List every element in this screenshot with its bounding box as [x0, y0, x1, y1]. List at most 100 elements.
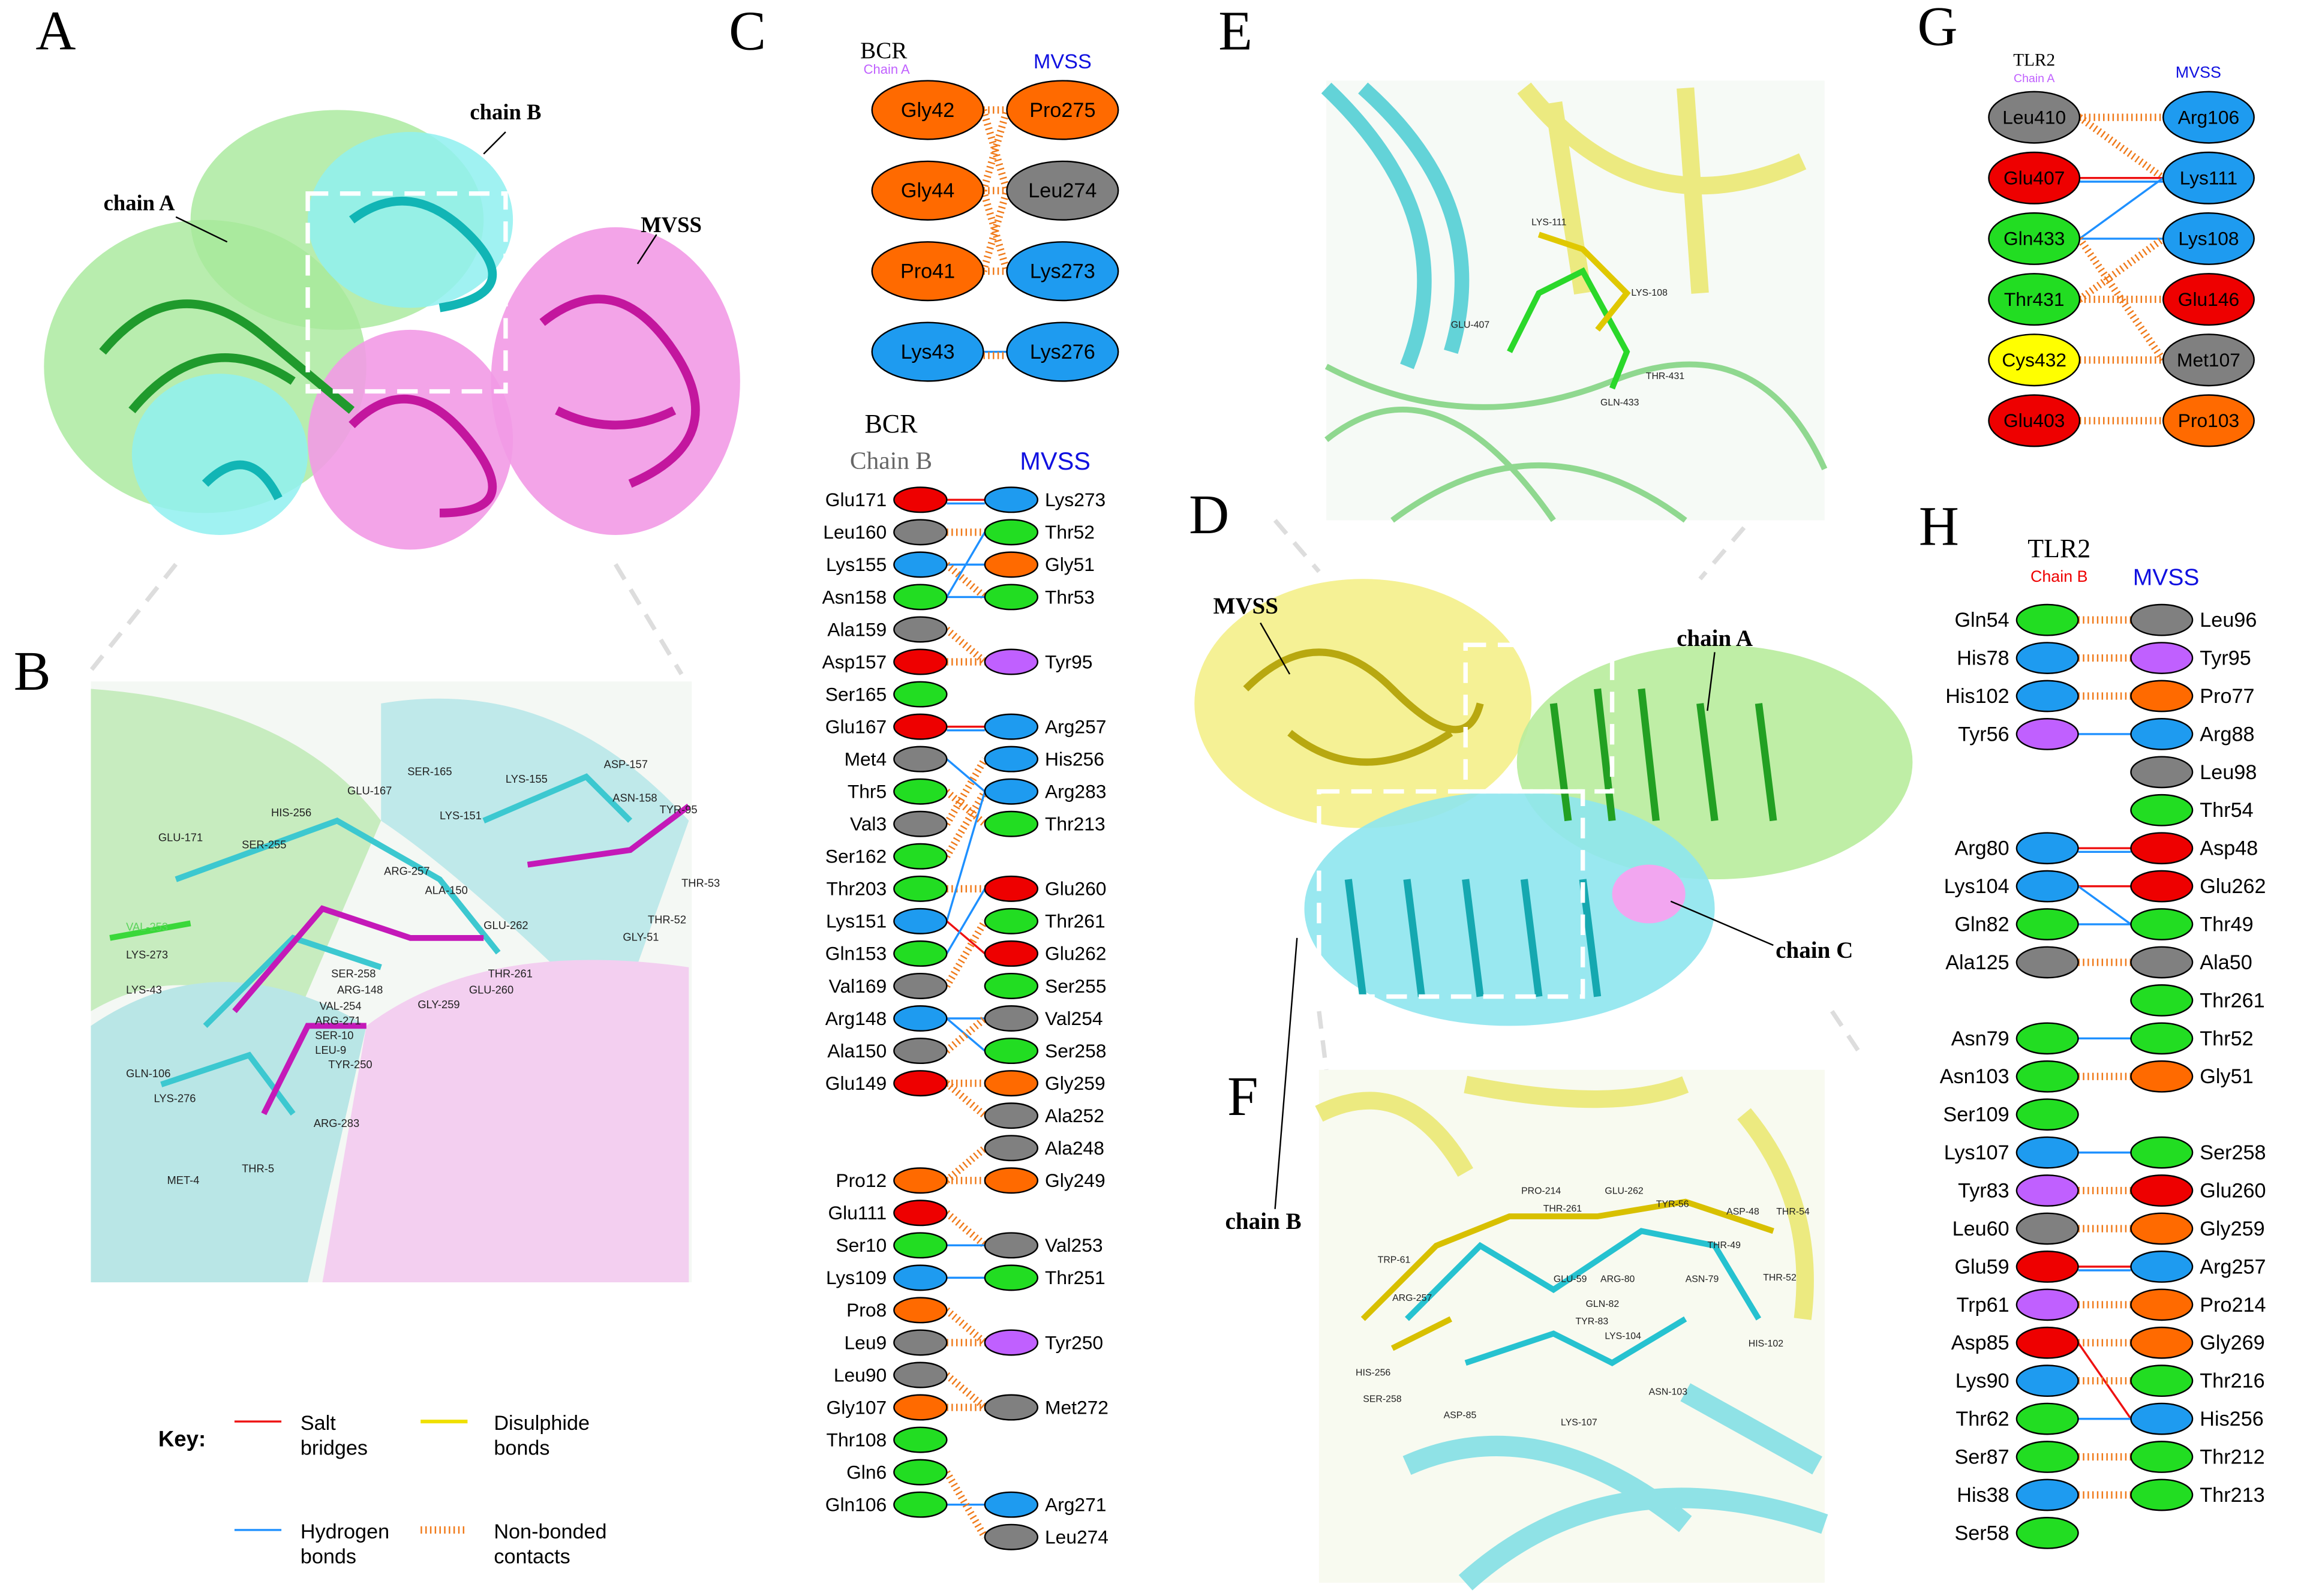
- residue-node: [2015, 1288, 2079, 1321]
- residue-name: Thr5: [848, 781, 887, 802]
- panel-label: F: [1227, 1066, 1258, 1128]
- residue-label: ASP-157: [604, 758, 648, 770]
- residue-label: ARG-271: [315, 1014, 361, 1027]
- residue-name: Glu262: [2200, 875, 2266, 898]
- residue-label: TYR-56: [1656, 1200, 1689, 1210]
- residue-label: ARG-283: [314, 1117, 359, 1129]
- residue-node: [893, 713, 948, 740]
- residue-node: [2162, 273, 2255, 326]
- residue-name: Leu274: [1045, 1526, 1109, 1548]
- structure-f: [1315, 1069, 1828, 1591]
- residue-name: Thr54: [2200, 799, 2253, 822]
- residue-name: Arg106: [2178, 106, 2239, 128]
- key-label: bridges: [301, 1437, 368, 1460]
- residue-node: [871, 80, 984, 140]
- residue-node: [1988, 151, 2081, 205]
- residue-node: [893, 1200, 948, 1227]
- residue-name: Thr49: [2200, 913, 2253, 936]
- residue-name: Thr213: [1045, 813, 1106, 835]
- residue-name: Met4: [845, 748, 887, 770]
- residue-label: TYR-250: [328, 1058, 372, 1071]
- residue-label: TYR-83: [1575, 1317, 1608, 1327]
- residue-name: Ser87: [1954, 1446, 2009, 1469]
- residue-name: Leu9: [845, 1331, 887, 1353]
- residue-name: Ala248: [1045, 1137, 1104, 1159]
- residue-label: ASP-48: [1726, 1207, 1759, 1217]
- key-label: bonds: [301, 1545, 356, 1568]
- residue-node: [2130, 870, 2194, 903]
- residue-name: Pro41: [900, 260, 955, 283]
- residue-label: GLN-106: [126, 1067, 170, 1080]
- residue-label: ALA-150: [425, 883, 468, 896]
- residue-label: LYS-107: [1561, 1418, 1597, 1428]
- residue-node: [2015, 1251, 2079, 1283]
- residue-name: Pro275: [1029, 99, 1095, 122]
- residue-node: [893, 1491, 948, 1518]
- residue-label: GLY-51: [623, 931, 659, 943]
- residue-node: [2015, 1212, 2079, 1245]
- residue-label: THR-5: [242, 1162, 274, 1175]
- residue-name: Gly107: [827, 1396, 887, 1418]
- residue-name: Gly269: [2200, 1331, 2264, 1354]
- residue-node: [1006, 241, 1119, 302]
- residue-label: LYS-104: [1605, 1331, 1641, 1342]
- residue-name: Lys273: [1030, 260, 1095, 283]
- residue-node: [893, 1459, 948, 1486]
- left-title: BCR: [864, 409, 918, 438]
- residue-name: Tyr83: [1958, 1180, 2009, 1203]
- residue-name: Arg283: [1045, 781, 1106, 802]
- residue-name: Asn158: [822, 586, 887, 608]
- right-title: MVSS: [2176, 63, 2221, 81]
- residue-label: THR-431: [1646, 371, 1685, 381]
- residue-name: Leu274: [1028, 179, 1097, 202]
- residue-node: [2130, 908, 2194, 940]
- residue-label: ASP-85: [1444, 1411, 1477, 1421]
- residue-node: [2015, 1060, 2079, 1093]
- interaction-nonbonded: [944, 1372, 987, 1411]
- residue-node: [1006, 80, 1119, 140]
- residue-node: [871, 321, 984, 382]
- residue-name: Thr52: [1045, 521, 1095, 543]
- residue-label: LYS-276: [154, 1092, 196, 1104]
- residue-name: Leu98: [2200, 761, 2257, 784]
- residue-label: THR-52: [1763, 1273, 1797, 1283]
- left-title: BCR: [860, 38, 907, 64]
- residue-node: [893, 616, 948, 643]
- residue-name: Glu407: [2003, 167, 2065, 189]
- residue-name: Thr203: [827, 878, 887, 900]
- residue-name: Thr251: [1045, 1267, 1106, 1288]
- residue-name: Lys155: [826, 554, 887, 575]
- residue-name: Leu60: [1952, 1218, 2009, 1240]
- structure-a: [44, 110, 740, 676]
- residue-name: Gln433: [2003, 228, 2065, 250]
- residue-name: Ser258: [1045, 1040, 1106, 1062]
- residue-name: Ala125: [1945, 951, 2009, 974]
- residue-name: Leu90: [834, 1364, 887, 1385]
- residue-label: LYS-108: [1631, 288, 1668, 298]
- residue-label: GLU-262: [483, 919, 528, 931]
- residue-name: Tyr95: [1045, 651, 1092, 672]
- residue-name: Gly259: [1045, 1072, 1106, 1094]
- residue-name: Glu260: [2200, 1180, 2266, 1203]
- residue-name: Ala159: [827, 618, 887, 640]
- residue-node: [893, 1297, 948, 1324]
- residue-label: VAL-253: [126, 921, 168, 933]
- residue-label: GLU-171: [158, 831, 203, 844]
- residue-node: [984, 584, 1039, 611]
- residue-node: [1006, 160, 1119, 221]
- key-label: Hydrogen: [301, 1520, 389, 1543]
- residue-node: [984, 1329, 1039, 1356]
- residue-node: [1988, 394, 2081, 447]
- key-label: bonds: [494, 1437, 549, 1460]
- residue-node: [2015, 1478, 2079, 1511]
- residue-node: [2130, 1326, 2194, 1359]
- interaction-diagram: BCR Chain B MVSS Glu171 Lys273 Leu160 Thr52 Lys…: [822, 409, 1109, 1550]
- residue-name: Ser162: [825, 846, 887, 867]
- residue-label: HIS-102: [1749, 1339, 1783, 1349]
- residue-node: [2130, 1251, 2194, 1283]
- interaction-diagram: TLR2 Chain A MVSS Leu410 Arg106 Glu407 Lys111 G…: [1988, 50, 2255, 447]
- residue-label: ASN-103: [1649, 1387, 1688, 1397]
- residue-node: [2015, 870, 2079, 903]
- residue-name: Val169: [829, 975, 887, 997]
